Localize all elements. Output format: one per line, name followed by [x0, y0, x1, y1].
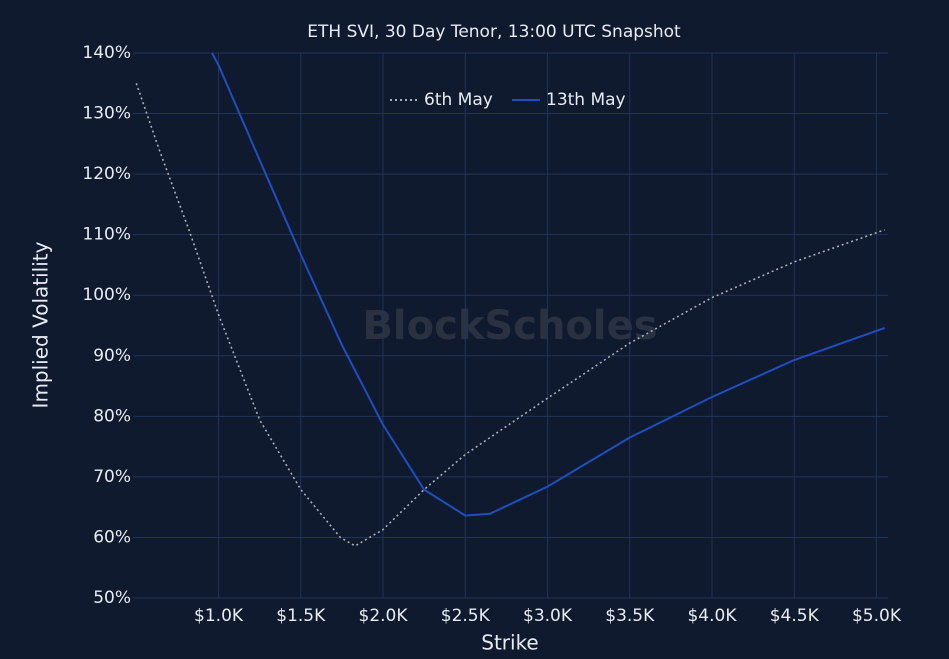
legend-label: 6th May [424, 90, 493, 110]
x-tick-label: $4.0K [687, 606, 737, 626]
x-tick-label: $4.5K [770, 606, 820, 626]
y-tick-label: 140% [82, 43, 131, 63]
series-line [211, 52, 886, 517]
y-tick-label: 100% [82, 285, 131, 305]
y-tick-label: 60% [93, 527, 131, 547]
x-tick-label: $3.0K [523, 606, 573, 626]
y-tick-label: 80% [93, 406, 131, 426]
y-tick-label: 130% [82, 104, 131, 124]
watermark: BlockScholes [362, 303, 657, 349]
y-tick-label: 70% [93, 467, 131, 487]
y-tick-label: 50% [93, 588, 131, 608]
y-tick-label: 110% [82, 225, 131, 245]
x-axis-label: Strike [481, 631, 539, 655]
x-tick-label: $5.0K [852, 606, 902, 626]
chart-title: ETH SVI, 30 Day Tenor, 13:00 UTC Snapsho… [307, 22, 681, 42]
y-tick-label: 120% [82, 164, 131, 184]
x-tick-label: $3.5K [605, 606, 655, 626]
y-tick-label: 90% [93, 346, 131, 366]
series-line [135, 83, 885, 547]
x-tick-label: $2.0K [359, 606, 409, 626]
x-tick-label: $1.0K [194, 606, 244, 626]
x-tick-label: $2.5K [441, 606, 491, 626]
legend-label: 13th May [546, 90, 626, 110]
x-tick-label: $1.5K [276, 606, 326, 626]
y-axis-label: Implied Volatility [29, 241, 53, 408]
